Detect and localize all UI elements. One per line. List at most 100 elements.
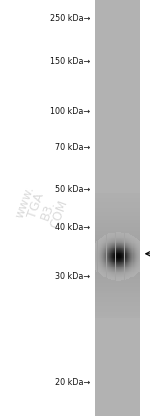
Bar	[114, 235, 116, 236]
Bar	[126, 249, 127, 250]
Bar	[120, 248, 121, 249]
Bar	[118, 253, 119, 254]
Bar	[130, 257, 131, 258]
Bar	[105, 240, 106, 241]
Bar	[95, 312, 140, 314]
Bar	[116, 273, 117, 274]
Bar	[120, 275, 121, 276]
Bar	[102, 269, 103, 270]
Bar	[100, 247, 101, 248]
Bar	[119, 277, 120, 278]
Bar	[132, 249, 134, 250]
Bar	[111, 247, 112, 248]
Bar	[95, 316, 140, 318]
Bar	[95, 160, 140, 162]
Bar	[104, 261, 105, 262]
Bar	[118, 241, 119, 242]
Bar	[124, 248, 126, 249]
Bar	[106, 250, 108, 251]
Bar	[119, 260, 120, 261]
Bar	[98, 258, 99, 259]
Bar	[123, 279, 124, 280]
Bar	[98, 261, 99, 262]
Bar	[127, 256, 128, 257]
Bar	[95, 397, 140, 399]
Bar	[95, 279, 140, 281]
Bar	[117, 270, 118, 271]
Bar	[109, 238, 110, 239]
Bar	[102, 273, 103, 274]
Bar	[139, 267, 140, 268]
Bar	[117, 237, 118, 238]
Bar	[103, 243, 104, 244]
Bar	[113, 276, 114, 277]
Bar	[124, 257, 126, 258]
Bar	[103, 257, 104, 258]
Bar	[95, 300, 140, 302]
Bar	[122, 266, 123, 267]
Bar	[96, 245, 98, 246]
Bar	[96, 257, 98, 258]
Bar	[118, 239, 119, 240]
Bar	[95, 251, 96, 252]
Bar	[112, 255, 113, 256]
Bar	[108, 261, 109, 262]
Bar	[111, 259, 112, 260]
Bar	[113, 236, 114, 237]
Bar	[110, 236, 111, 237]
Bar	[95, 135, 140, 137]
Bar	[99, 257, 100, 258]
Bar	[104, 269, 105, 270]
Bar	[95, 395, 140, 397]
Bar	[102, 262, 103, 263]
Bar	[127, 268, 128, 269]
Bar	[135, 252, 136, 253]
Bar	[114, 238, 116, 239]
Bar	[132, 270, 134, 271]
Bar	[110, 241, 111, 242]
Bar	[99, 240, 100, 241]
Bar	[134, 268, 135, 269]
Bar	[100, 262, 101, 263]
Bar	[111, 235, 112, 236]
Bar	[110, 238, 111, 239]
Bar	[116, 232, 117, 233]
Bar	[95, 237, 140, 239]
Bar	[110, 274, 111, 275]
Bar	[121, 247, 122, 248]
Bar	[128, 267, 129, 268]
Bar	[124, 249, 126, 250]
Bar	[129, 246, 130, 247]
Bar	[106, 267, 108, 268]
Bar	[118, 237, 119, 238]
Bar	[119, 236, 120, 237]
Bar	[121, 264, 122, 265]
Bar	[139, 244, 140, 245]
Bar	[135, 243, 136, 244]
Bar	[126, 259, 127, 260]
Bar	[121, 233, 122, 234]
Bar	[103, 253, 104, 254]
Bar	[132, 265, 134, 266]
Bar	[111, 254, 112, 255]
Bar	[132, 243, 134, 244]
Bar	[127, 259, 128, 260]
Bar	[135, 248, 136, 249]
Bar	[117, 268, 118, 269]
Bar	[95, 262, 96, 263]
Bar	[101, 241, 102, 242]
Bar	[96, 268, 98, 269]
Bar	[95, 64, 140, 67]
Bar	[109, 242, 110, 243]
Bar	[134, 241, 135, 242]
Bar	[120, 250, 121, 251]
Bar	[127, 254, 128, 255]
Bar	[128, 271, 129, 272]
Bar	[99, 265, 100, 266]
Bar	[95, 248, 140, 250]
Bar	[131, 238, 132, 239]
Bar	[114, 244, 116, 245]
Bar	[95, 75, 140, 77]
Bar	[124, 264, 126, 265]
Bar	[128, 243, 129, 244]
